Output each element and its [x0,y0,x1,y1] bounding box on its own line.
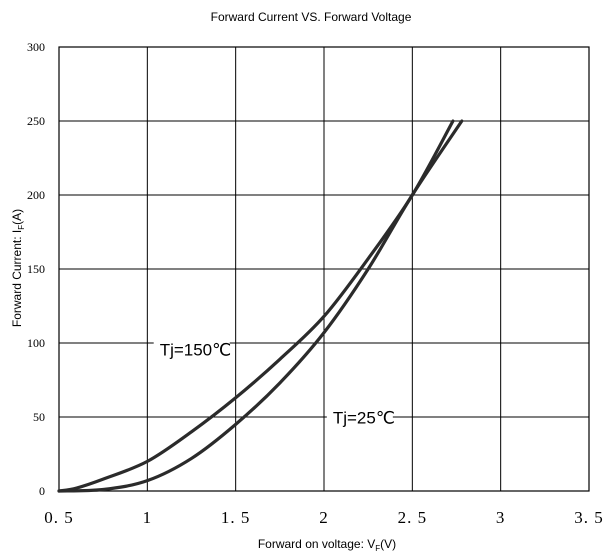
grid [58,46,590,492]
x-axis-label-symbol: V [367,537,375,551]
plot-frame [58,46,590,492]
x-axis-label-unit: (V) [380,537,396,551]
x-axis-label: Forward on voltage: VF(V) [258,537,396,553]
annotation-label-tj25: Tj=25℃ [333,408,395,427]
x-tick-label: 1. 5 [221,508,251,527]
y-tick-label: 300 [27,40,45,54]
y-tick-label: 100 [27,336,45,350]
y-axis-label-unit: (A) [10,209,24,225]
y-tick-label: 50 [33,410,45,424]
y-tick-label: 250 [27,114,45,128]
x-tick-label: 3 [496,508,506,527]
y-tick-label: 150 [27,262,45,276]
plot-border [58,46,590,492]
annotation-bg [153,338,230,361]
x-tick-labels: 0. 5 1 1. 5 2 2. 5 3 3. 5 [44,508,604,527]
x-axis-label-main: Forward on voltage: [258,537,367,551]
y-axis-label: Forward Current: IF(A) [10,209,26,327]
annotation-label-tj150: Tj=150℃ [160,340,232,359]
series-line-tj150 [57,119,455,493]
x-tick-label: 1 [143,508,153,527]
y-axis-label-main: Forward Current: [10,233,24,327]
series-lines [57,119,464,493]
y-tick-label: 200 [27,188,45,202]
y-axis-label-symbol: I [10,230,24,233]
y-tick-label: 0 [39,484,45,498]
x-tick-label: 2 [319,508,329,527]
annotations: Tj=150℃ Tj=25℃ [153,338,395,429]
x-tick-label: 2. 5 [398,508,428,527]
y-axis-label-sub: F [17,225,26,230]
x-tick-label: 0. 5 [44,508,74,527]
y-tick-labels: 0 50 100 150 200 250 300 [27,40,45,498]
chart-title: Forward Current VS. Forward Voltage [211,10,412,24]
x-axis-label-sub: F [375,544,380,553]
annotation-bg [326,406,393,429]
series-line-tj25 [57,119,464,493]
x-tick-label: 3. 5 [574,508,604,527]
